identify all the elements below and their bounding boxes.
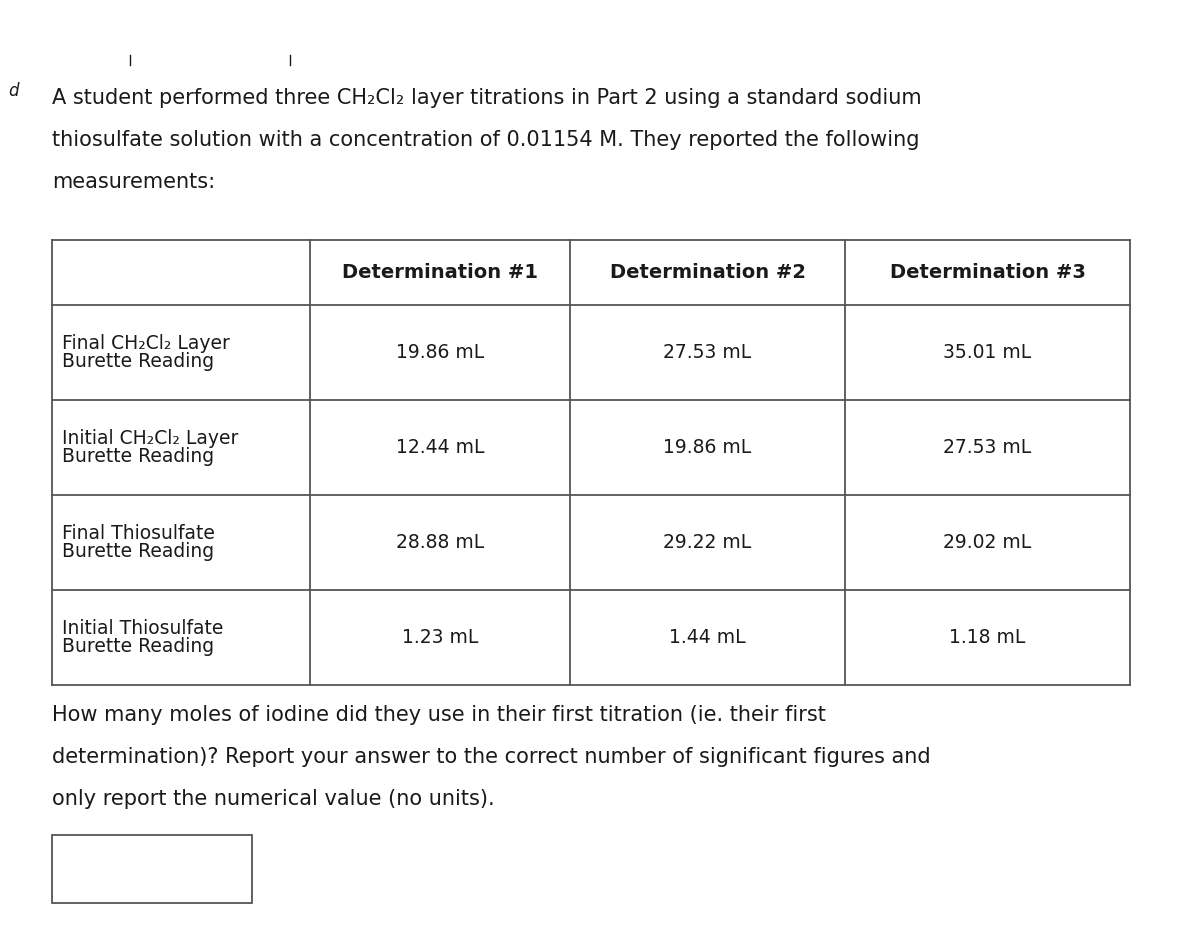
Bar bbox=[52, 835, 252, 903]
Text: Final CH₂Cl₂ Layer: Final CH₂Cl₂ Layer bbox=[62, 334, 230, 353]
Text: 29.22 mL: 29.22 mL bbox=[663, 533, 752, 552]
Text: Burette Reading: Burette Reading bbox=[62, 637, 214, 656]
Text: How many moles of iodine did they use in their first titration (ie. their first: How many moles of iodine did they use in… bbox=[52, 705, 826, 725]
Text: 27.53 mL: 27.53 mL bbox=[663, 343, 752, 362]
Text: Initial CH₂Cl₂ Layer: Initial CH₂Cl₂ Layer bbox=[62, 429, 238, 448]
Text: A student performed three CH₂Cl₂ layer titrations in Part 2 using a standard sod: A student performed three CH₂Cl₂ layer t… bbox=[52, 88, 921, 108]
Text: measurements:: measurements: bbox=[52, 172, 215, 192]
Text: d: d bbox=[8, 82, 19, 100]
Text: 29.02 mL: 29.02 mL bbox=[944, 533, 1031, 552]
Text: Determination #3: Determination #3 bbox=[889, 263, 1086, 282]
Text: Burette Reading: Burette Reading bbox=[62, 542, 214, 561]
Text: Burette Reading: Burette Reading bbox=[62, 352, 214, 371]
Text: 1.23 mL: 1.23 mL bbox=[401, 628, 478, 647]
Text: Determination #1: Determination #1 bbox=[342, 263, 538, 282]
Text: 28.88 mL: 28.88 mL bbox=[395, 533, 484, 552]
Text: Final Thiosulfate: Final Thiosulfate bbox=[62, 524, 214, 543]
Text: 35.01 mL: 35.01 mL bbox=[944, 343, 1031, 362]
Text: 1.44 mL: 1.44 mL bbox=[669, 628, 746, 647]
Text: 27.53 mL: 27.53 mL bbox=[944, 438, 1031, 457]
Text: 1.18 mL: 1.18 mL bbox=[950, 628, 1025, 647]
Text: Initial Thiosulfate: Initial Thiosulfate bbox=[62, 619, 224, 638]
Text: Burette Reading: Burette Reading bbox=[62, 447, 214, 466]
Text: thiosulfate solution with a concentration of 0.01154 M. They reported the follow: thiosulfate solution with a concentratio… bbox=[52, 130, 920, 150]
Text: 19.86 mL: 19.86 mL bbox=[663, 438, 752, 457]
Text: determination)? Report your answer to the correct number of significant figures : determination)? Report your answer to th… bbox=[52, 747, 931, 767]
Text: Determination #2: Determination #2 bbox=[610, 263, 805, 282]
Text: only report the numerical value (no units).: only report the numerical value (no unit… bbox=[52, 789, 495, 809]
Text: 12.44 mL: 12.44 mL bbox=[395, 438, 484, 457]
Text: 19.86 mL: 19.86 mL bbox=[395, 343, 484, 362]
